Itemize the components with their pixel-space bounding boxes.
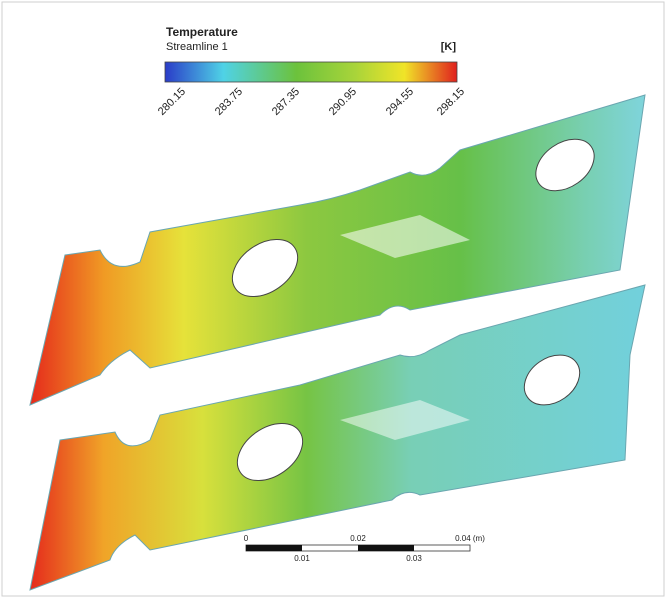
hole bbox=[231, 238, 299, 298]
upper-channel bbox=[29, 94, 646, 406]
wake bbox=[340, 215, 470, 258]
legend-title: Temperature bbox=[166, 25, 238, 39]
legend-subtitle: Streamline 1 bbox=[166, 41, 228, 53]
streamlines bbox=[29, 284, 646, 591]
scale-label: 0.01 bbox=[294, 554, 310, 563]
hole bbox=[523, 354, 581, 406]
scale-label: 0 bbox=[244, 534, 249, 543]
hole bbox=[236, 422, 304, 482]
scale-bar: 0 0.02 0.04 (m) 0.01 0.03 bbox=[244, 534, 485, 563]
scale-label: 0.02 bbox=[350, 534, 366, 543]
lower-channel bbox=[29, 284, 646, 591]
scale-label: 0.03 bbox=[406, 554, 422, 563]
legend-unit: [K] bbox=[441, 41, 457, 53]
color-bar bbox=[164, 61, 458, 83]
streamlines bbox=[29, 94, 646, 406]
scale-label: 0.04 (m) bbox=[455, 534, 485, 543]
scale-bar-segment bbox=[358, 545, 414, 551]
wake bbox=[340, 400, 470, 440]
hole bbox=[535, 138, 595, 192]
scale-bar-segment bbox=[246, 545, 302, 551]
